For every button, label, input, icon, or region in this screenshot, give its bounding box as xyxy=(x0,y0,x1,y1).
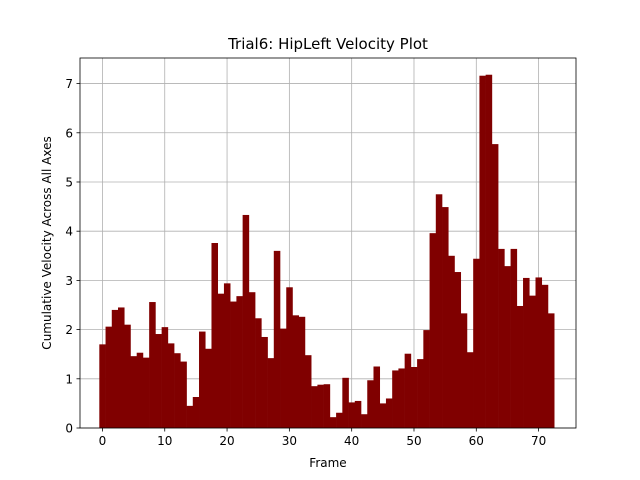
bar xyxy=(192,397,200,428)
bar xyxy=(448,255,455,428)
bar xyxy=(354,400,362,428)
bar xyxy=(404,353,412,428)
bar xyxy=(223,283,231,428)
bar xyxy=(523,277,530,428)
bar xyxy=(466,352,474,428)
bar xyxy=(516,305,524,428)
x-axis-ticks: 0 10 20 30 40 50 60 70 xyxy=(99,428,546,448)
bar xyxy=(118,307,125,428)
bar xyxy=(479,75,486,428)
bar xyxy=(236,296,243,428)
bar xyxy=(149,302,156,428)
bar xyxy=(410,366,418,428)
bar xyxy=(460,313,468,428)
y-axis-ticks: 0 1 2 3 4 5 6 7 xyxy=(65,77,80,436)
y-tick-label: 7 xyxy=(65,77,73,91)
bar xyxy=(442,207,449,428)
x-tick-label: 60 xyxy=(469,434,484,448)
bar xyxy=(230,301,237,428)
bar xyxy=(167,343,175,428)
bars-group xyxy=(99,74,555,428)
bar xyxy=(242,214,250,428)
y-tick-label: 2 xyxy=(65,323,73,337)
bar xyxy=(342,377,349,428)
bar xyxy=(217,293,225,428)
bar xyxy=(286,287,293,428)
x-tick-label: 0 xyxy=(99,434,107,448)
bar xyxy=(423,330,430,428)
bar xyxy=(510,248,518,428)
bar xyxy=(161,327,169,428)
bar xyxy=(136,352,144,428)
chart-title: Trial6: HipLeft Velocity Plot xyxy=(227,35,428,53)
y-tick-label: 3 xyxy=(65,274,73,288)
bar xyxy=(186,405,194,428)
bar xyxy=(435,194,443,428)
bar xyxy=(473,258,480,428)
bar xyxy=(311,386,318,428)
y-tick-label: 6 xyxy=(65,126,73,140)
bar xyxy=(529,295,536,428)
bar xyxy=(205,348,212,428)
bar xyxy=(504,266,511,428)
bar xyxy=(485,74,493,428)
x-tick-label: 70 xyxy=(531,434,546,448)
bar xyxy=(124,324,131,428)
bar xyxy=(348,402,356,428)
bar xyxy=(105,326,113,428)
y-tick-label: 5 xyxy=(65,175,73,189)
x-tick-label: 30 xyxy=(282,434,297,448)
bar xyxy=(336,412,343,428)
bar xyxy=(155,334,162,428)
bar xyxy=(142,357,150,428)
bar xyxy=(392,370,399,428)
bar xyxy=(99,344,106,428)
bar xyxy=(361,414,368,428)
bar xyxy=(273,250,281,428)
x-axis-label: Frame xyxy=(309,456,346,470)
bar xyxy=(298,316,306,428)
bar xyxy=(292,315,300,428)
bar xyxy=(180,361,187,428)
bar xyxy=(547,313,555,428)
bar xyxy=(429,233,437,428)
bar xyxy=(329,417,337,428)
bar xyxy=(255,318,262,428)
bar xyxy=(417,359,424,428)
x-tick-label: 40 xyxy=(344,434,359,448)
y-tick-label: 0 xyxy=(65,422,73,436)
bar xyxy=(385,398,393,428)
bar xyxy=(174,353,181,428)
bar xyxy=(367,380,374,428)
bar xyxy=(491,144,499,428)
y-tick-label: 4 xyxy=(65,225,73,239)
bar xyxy=(280,328,287,428)
bar xyxy=(379,403,387,428)
bar xyxy=(323,384,331,428)
bar xyxy=(454,272,462,428)
x-tick-label: 10 xyxy=(157,434,172,448)
bar xyxy=(130,356,138,428)
bar xyxy=(304,355,312,428)
y-axis-label: Cumulative Velocity Across All Axes xyxy=(40,136,54,349)
bar xyxy=(498,248,505,428)
y-tick-label: 1 xyxy=(65,372,73,386)
bar xyxy=(211,243,219,428)
bar xyxy=(248,292,256,428)
x-tick-label: 50 xyxy=(406,434,421,448)
bar xyxy=(261,336,268,428)
plot-frame xyxy=(79,57,577,429)
bar xyxy=(111,309,119,428)
bar xyxy=(535,277,543,428)
bar xyxy=(541,284,549,428)
bar xyxy=(199,331,206,428)
bar xyxy=(398,368,405,428)
bar xyxy=(317,384,324,428)
x-tick-label: 20 xyxy=(219,434,234,448)
bar xyxy=(373,366,381,428)
bar xyxy=(267,358,275,428)
